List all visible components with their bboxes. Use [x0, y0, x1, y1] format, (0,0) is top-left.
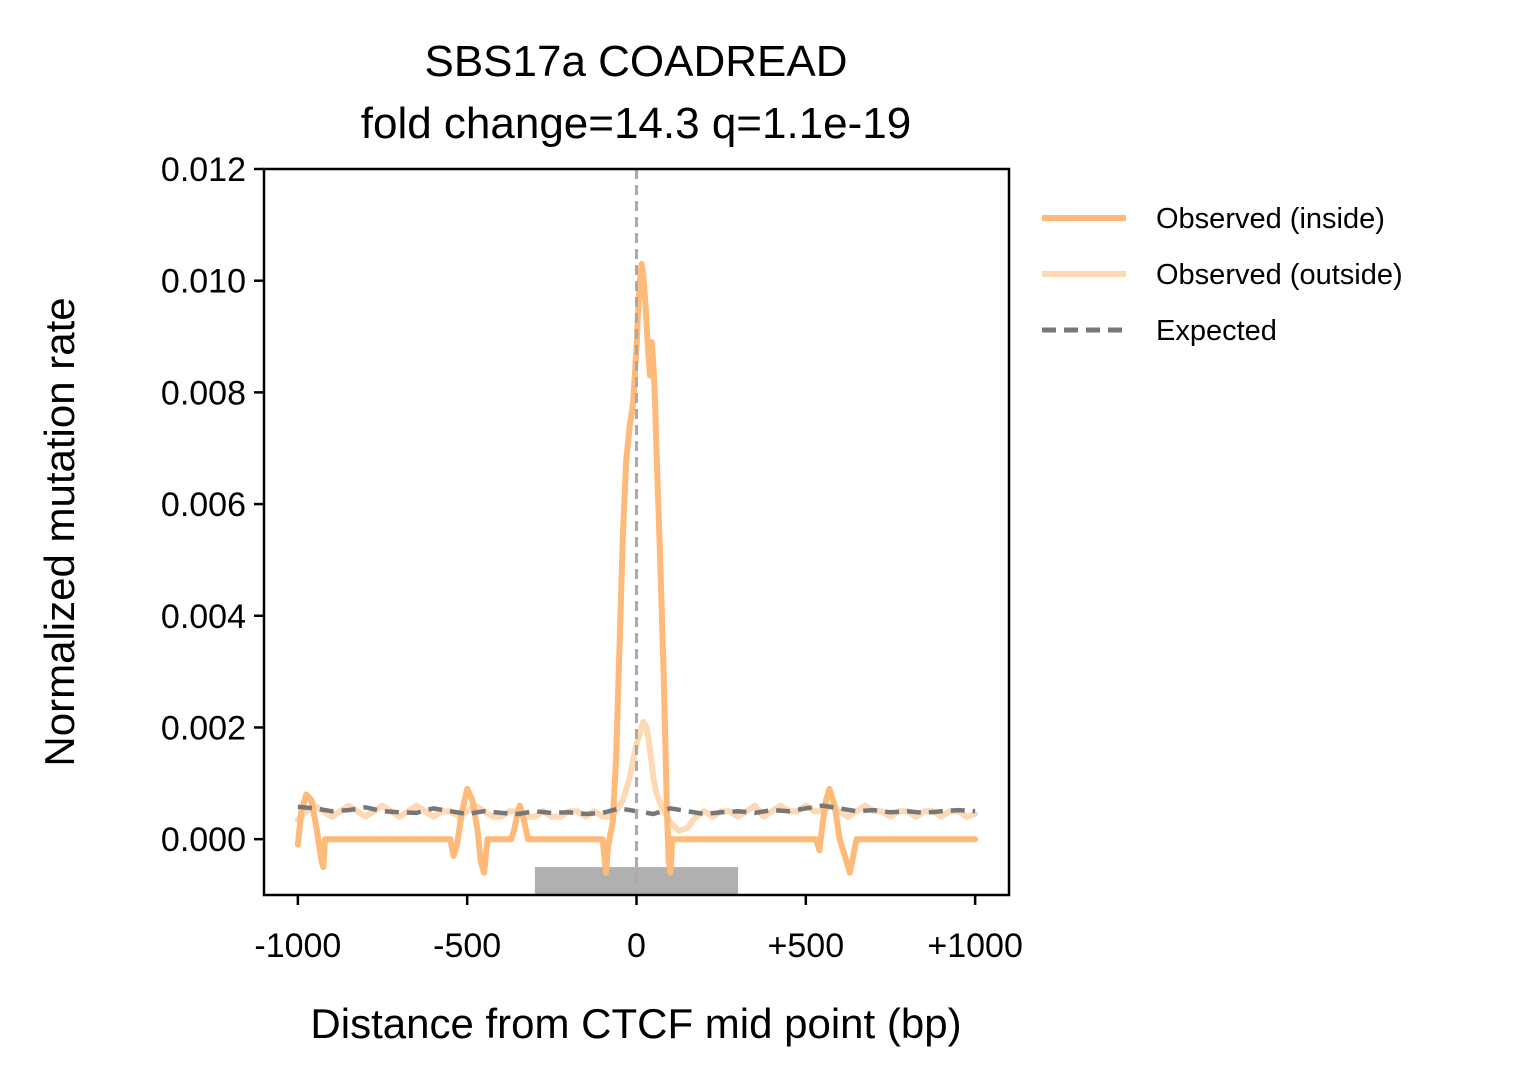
plot-content [294, 169, 979, 895]
y-tick-label: 0.006 [161, 486, 246, 524]
series-line-observed-outside [294, 718, 979, 834]
legend-label: Expected [1156, 315, 1277, 347]
y-axis: 0.000 0.002 0.004 0.006 0.008 0.010 0.012 [161, 151, 264, 859]
series-line-observed-inside [294, 260, 979, 876]
legend-label: Observed (inside) [1156, 203, 1385, 235]
y-tick-label: 0.000 [161, 821, 246, 859]
legend-label: Observed (outside) [1156, 259, 1403, 291]
y-tick-label: 0.002 [161, 709, 246, 747]
legend: Observed (inside) Observed (outside) Expec… [1042, 203, 1403, 347]
x-tick-label: -1000 [254, 927, 341, 965]
plot-area [294, 169, 979, 895]
y-tick-label: 0.012 [161, 151, 246, 189]
chart-title: SBS17a COADREAD fold change=14.3 q=1.1e-… [361, 37, 911, 148]
chart-title-line-2: fold change=14.3 q=1.1e-19 [361, 99, 911, 148]
x-axis: -1000 -500 0 +500 +1000 [254, 895, 1023, 965]
chart-title-line-1: SBS17a COADREAD [424, 37, 847, 86]
x-tick-label: -500 [433, 927, 501, 965]
x-axis-title: Distance from CTCF mid point (bp) [310, 1000, 961, 1047]
y-tick-label: 0.008 [161, 374, 246, 412]
y-tick-label: 0.004 [161, 598, 246, 636]
x-tick-label: +500 [768, 927, 845, 965]
y-axis-title: Normalized mutation rate [36, 297, 83, 766]
x-tick-label: +1000 [927, 927, 1023, 965]
x-tick-label: 0 [627, 927, 646, 965]
y-tick-label: 0.010 [161, 263, 246, 301]
